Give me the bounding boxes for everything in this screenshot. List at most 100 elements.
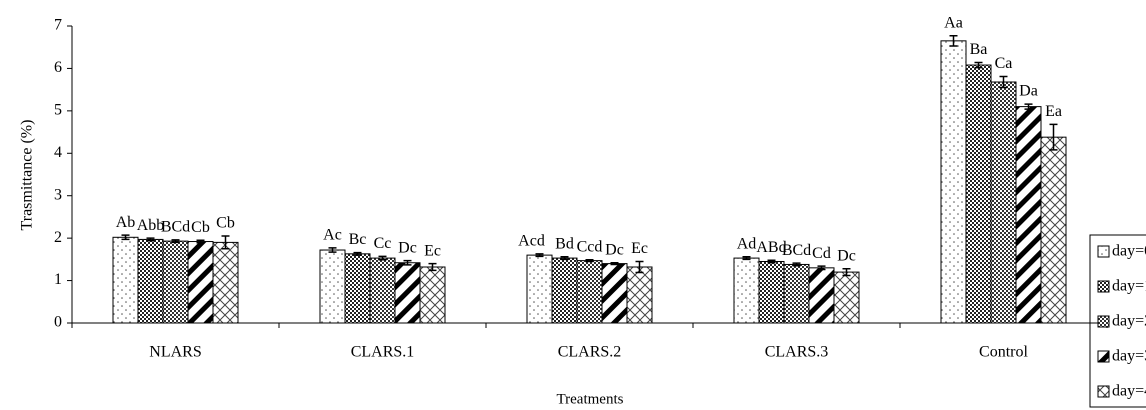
bar: [758, 260, 785, 324]
bar-letter: Acd: [518, 233, 545, 250]
bar: [1040, 136, 1067, 324]
bar: [808, 267, 835, 324]
bar-letter: Ccd: [577, 238, 603, 255]
bar: [419, 266, 446, 324]
bar-letter: Cb: [216, 215, 235, 232]
legend-swatch: [1097, 280, 1110, 293]
error-bar: [196, 239, 205, 244]
bar: [212, 241, 239, 324]
y-tick-label: 3: [54, 186, 62, 203]
bar: [137, 238, 164, 324]
error-bar: [146, 237, 155, 242]
x-tick-label: CLARS.3: [765, 344, 829, 361]
bar-letter: ABd: [756, 239, 786, 256]
bar-letter: Bd: [555, 235, 574, 252]
error-bar: [560, 256, 569, 261]
y-tick-label: 2: [54, 229, 62, 246]
bar: [187, 241, 214, 324]
error-bar: [742, 256, 751, 261]
x-tick-label: CLARS.1: [351, 344, 415, 361]
bar: [344, 253, 371, 324]
bar: [1015, 106, 1042, 324]
error-bar: [817, 265, 826, 271]
bar-letter: Ba: [970, 41, 988, 58]
bar-letter: Ac: [323, 227, 342, 244]
bar: [526, 254, 553, 324]
legend-swatch: [1097, 385, 1110, 398]
bar-letter: Dc: [398, 239, 417, 256]
error-bar: [842, 267, 851, 277]
error-bar: [328, 247, 337, 253]
bar: [783, 263, 810, 324]
bar: [965, 64, 992, 324]
legend-label: day=3: [1112, 348, 1146, 365]
bar-letter: Da: [1019, 83, 1038, 100]
error-bar: [378, 255, 387, 261]
bar-letter: Bc: [349, 231, 367, 248]
y-tick-label: 6: [54, 59, 62, 76]
legend-label: day=2: [1112, 313, 1146, 330]
bar: [733, 257, 760, 324]
y-axis-title: Trasmittance (%): [19, 120, 36, 231]
bar-letter: Dc: [837, 247, 856, 264]
error-bar: [1049, 123, 1058, 151]
legend-swatch: [1097, 315, 1110, 328]
error-bar: [428, 262, 437, 272]
bar-letter: Ab: [116, 214, 136, 231]
bar-letter: Aa: [944, 14, 963, 31]
bar: [551, 257, 578, 324]
y-tick-label: 1: [54, 271, 62, 288]
bar: [833, 271, 860, 324]
bar-letter: Ec: [631, 240, 648, 257]
error-bar: [610, 262, 619, 266]
bar: [576, 260, 603, 324]
error-bar: [999, 75, 1008, 89]
error-bar: [171, 239, 180, 244]
bar: [319, 249, 346, 324]
bar: [940, 40, 967, 324]
legend-label: day=1: [1112, 278, 1146, 295]
bar: [112, 236, 139, 324]
error-bar: [121, 234, 130, 241]
error-bar: [353, 251, 362, 256]
bar-letter: Dc: [605, 241, 624, 258]
legend-label: day=4: [1112, 383, 1146, 400]
legend-swatch: [1097, 245, 1110, 258]
x-tick-label: CLARS.2: [558, 344, 622, 361]
bar: [162, 240, 189, 324]
bar: [601, 263, 628, 324]
x-axis-title: Treatments: [557, 391, 624, 407]
bar-letter: BCd: [161, 219, 190, 236]
bar-letter: Ea: [1045, 103, 1062, 120]
bar-letter: BCd: [782, 242, 811, 259]
y-tick-label: 7: [54, 17, 62, 34]
error-bar: [1024, 103, 1033, 110]
bar-letter: Cc: [374, 235, 392, 252]
error-bar: [403, 259, 412, 266]
y-tick-label: 5: [54, 102, 62, 119]
bar-letter: Ad: [737, 235, 757, 252]
bar-letter: Cb: [191, 219, 210, 236]
error-bar: [767, 259, 776, 264]
bar: [369, 257, 396, 324]
error-bar: [949, 35, 958, 47]
x-tick-label: NLARS: [149, 344, 201, 361]
bar: [394, 262, 421, 324]
error-bar: [535, 253, 544, 258]
y-tick-label: 0: [54, 314, 62, 331]
legend-swatch: [1097, 350, 1110, 363]
bar-letter: Cd: [812, 245, 831, 262]
y-tick-label: 4: [54, 144, 62, 161]
error-bar: [221, 235, 230, 250]
bar-letter: Ca: [995, 55, 1013, 72]
error-bar: [792, 262, 801, 267]
error-bar: [974, 61, 983, 69]
bar-letter: Abb: [137, 217, 165, 234]
bar: [990, 81, 1017, 324]
legend-label: day=0: [1112, 243, 1146, 260]
error-bar: [635, 260, 644, 274]
bar-letter: Ec: [424, 242, 441, 259]
x-tick-label: Control: [979, 344, 1028, 361]
error-bar: [585, 259, 594, 263]
